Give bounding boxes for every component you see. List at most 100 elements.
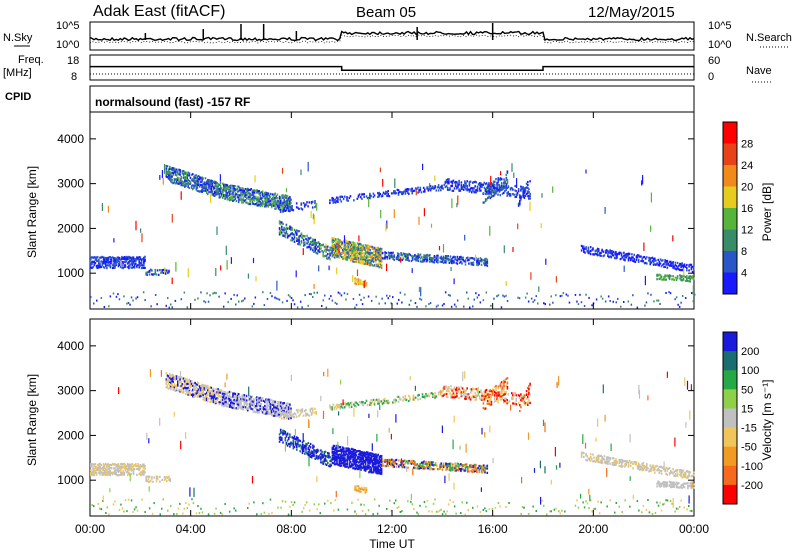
scatter-cell-2367 bbox=[686, 263, 688, 267]
scatter-cell-1086 bbox=[333, 252, 336, 255]
scatter-cell-1244 bbox=[354, 242, 357, 245]
scatter-cell-606 bbox=[233, 400, 235, 403]
scatter-cell-1342 bbox=[368, 247, 370, 250]
scatter-cell-1110 bbox=[336, 240, 338, 243]
scatter-cell-2505 bbox=[314, 200, 316, 203]
scatter-cell-1380 bbox=[373, 254, 376, 257]
scatter-cell-270 bbox=[169, 379, 171, 382]
scatter-cell-1535 bbox=[425, 260, 428, 263]
scatter-cell-1225 bbox=[353, 260, 355, 263]
scatter-cell-135 bbox=[122, 471, 124, 475]
scatter-cell-1900 bbox=[454, 388, 457, 391]
scatter-cell-400 bbox=[194, 384, 196, 388]
scatter-cell-1578 bbox=[429, 463, 431, 466]
scatter-cell-756 bbox=[265, 193, 267, 196]
scatter-cell-781 bbox=[269, 195, 272, 198]
scatter-cell-32 bbox=[96, 463, 99, 467]
scatter-cell-826 bbox=[278, 200, 281, 203]
scatter-cell-750 bbox=[261, 411, 264, 414]
scatter-cell-325 bbox=[181, 180, 184, 183]
scatter-cell-529 bbox=[219, 399, 222, 402]
scatter-cell-2798 bbox=[310, 211, 312, 218]
scatter-cell-647 bbox=[244, 192, 247, 195]
scatter-cell-1580 bbox=[442, 257, 445, 260]
scatter-cell-922 bbox=[286, 236, 289, 239]
scatter-cell-385 bbox=[194, 177, 196, 180]
scatter-cell-1417 bbox=[378, 249, 381, 252]
scatter-cell-1775 bbox=[408, 192, 410, 195]
scatter-cell-491 bbox=[211, 390, 214, 393]
scatter-cell-2384 bbox=[658, 273, 661, 276]
scatter-cell-892 bbox=[278, 231, 281, 234]
scatter-cell-2545 bbox=[206, 292, 208, 295]
scatter-cell-1144 bbox=[338, 460, 341, 463]
scatter-cell-517 bbox=[217, 401, 219, 404]
scatter-cell-2035 bbox=[482, 192, 485, 195]
scatter-cell-998 bbox=[305, 447, 307, 450]
scatter-cell-534 bbox=[223, 183, 225, 186]
scatter-cell-1257 bbox=[353, 452, 355, 456]
scatter-cell-2269 bbox=[640, 259, 642, 263]
scatter-cell-2057 bbox=[521, 397, 523, 400]
scatter-cell-710 bbox=[257, 199, 259, 203]
scatter-cell-1886 bbox=[451, 396, 454, 399]
scatter-cell-2360 bbox=[682, 266, 685, 269]
date-label: 12/May/2015 bbox=[588, 4, 675, 21]
scatter-cell-1398 bbox=[376, 250, 378, 253]
scatter-cell-2062 bbox=[523, 403, 526, 406]
scatter-cell-1921 bbox=[481, 185, 483, 189]
scatter-cell-1602 bbox=[441, 468, 444, 471]
scatter-cell-1507 bbox=[414, 255, 416, 258]
scatter-cell-393 bbox=[195, 174, 198, 177]
scatter-cell-2687 bbox=[559, 295, 562, 298]
scatter-cell-410 bbox=[199, 183, 201, 186]
scatter-cell-598 bbox=[232, 402, 234, 405]
scatter-cell-898 bbox=[279, 231, 282, 234]
scatter-cell-786 bbox=[270, 193, 273, 196]
scatter-cell-1715 bbox=[486, 467, 489, 470]
scatter-cell-2214 bbox=[613, 256, 616, 260]
scatter-cell-970 bbox=[297, 442, 299, 445]
scatter-cell-1492 bbox=[391, 462, 393, 465]
scatter-cell-842 bbox=[277, 403, 280, 406]
nave-label: Nave bbox=[746, 65, 772, 77]
scatter-cell-7 bbox=[91, 465, 93, 468]
scatter-cell-831 bbox=[280, 203, 282, 206]
scatter-cell-1813 bbox=[400, 398, 402, 401]
scatter-cell-1267 bbox=[357, 248, 360, 251]
scatter-cell-260 bbox=[169, 178, 171, 181]
scatter-cell-639 bbox=[243, 195, 246, 198]
scatter-cell-1847 bbox=[452, 189, 455, 192]
scatter-cell-1795 bbox=[384, 399, 386, 402]
scatter-cell-617 bbox=[235, 401, 238, 404]
scatter-cell-97 bbox=[113, 463, 115, 466]
scatter-cell-2209 bbox=[611, 254, 614, 257]
scatter-cell-286 bbox=[172, 388, 174, 391]
scatter-cell-561 bbox=[224, 390, 226, 394]
scatter-cell-2186 bbox=[599, 252, 601, 255]
scatter-cell-850 bbox=[283, 201, 285, 204]
scatter-cell-2347 bbox=[678, 268, 680, 271]
scatter-cell-1787 bbox=[378, 398, 380, 401]
scatter-cell-1707 bbox=[348, 196, 351, 199]
scatter-cell-1843 bbox=[427, 393, 430, 396]
power-cbar-swatch-7 bbox=[723, 272, 737, 295]
scatter-cell-494 bbox=[215, 183, 217, 186]
scatter-cell-1324 bbox=[365, 255, 368, 258]
scatter-cell-166 bbox=[129, 463, 131, 466]
scatter-cell-1620 bbox=[460, 260, 462, 263]
scatter-cell-769 bbox=[267, 197, 270, 201]
scatter-cell-977 bbox=[299, 450, 301, 453]
scatter-cell-687 bbox=[252, 197, 255, 200]
scatter-cell-2353 bbox=[680, 266, 682, 269]
scatter-cell-576 bbox=[231, 198, 233, 202]
scatter-cell-1953 bbox=[474, 392, 476, 395]
scatter-cell-1038 bbox=[321, 249, 323, 253]
scatter-cell-589 bbox=[230, 399, 232, 402]
scatter-cell-677 bbox=[251, 202, 254, 205]
scatter-cell-2354 bbox=[680, 264, 682, 267]
scatter-cell-1918 bbox=[461, 391, 464, 394]
scatter-cell-963 bbox=[294, 437, 297, 441]
scatter-cell-237 bbox=[159, 475, 161, 478]
scatter-cell-1562 bbox=[435, 260, 438, 263]
